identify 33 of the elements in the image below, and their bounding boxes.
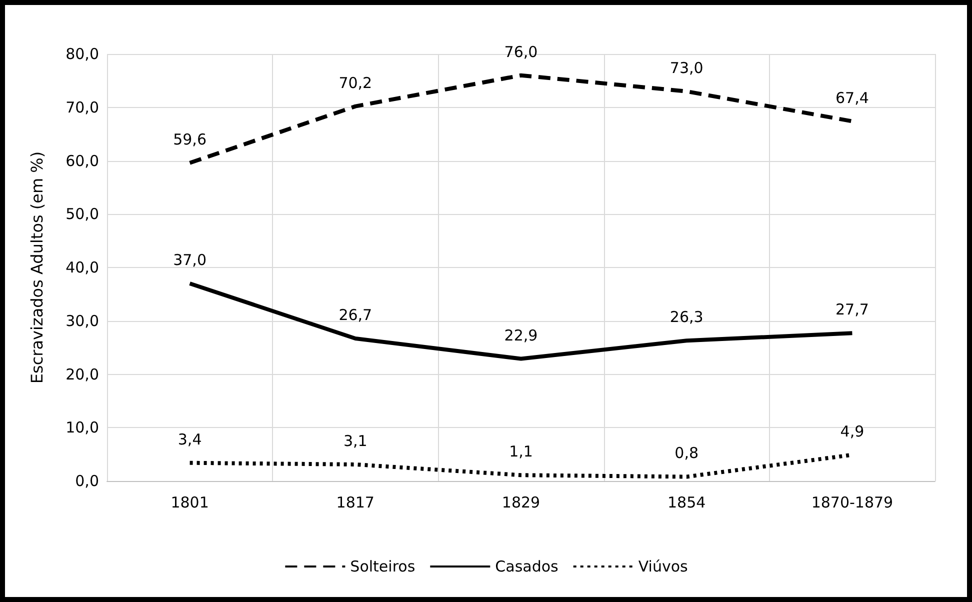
y-tick-label: 40,0: [66, 258, 99, 276]
y-tick-label: 60,0: [66, 152, 99, 170]
legend-label: Casados: [495, 558, 559, 576]
data-label: 26,3: [670, 308, 704, 326]
data-label: 37,0: [173, 251, 207, 270]
data-label: 0,8: [674, 444, 699, 462]
data-label: 67,4: [835, 88, 869, 107]
data-label: 26,7: [338, 306, 372, 324]
data-label: 70,2: [338, 74, 372, 92]
x-tick-label: 1870-1879: [811, 494, 894, 512]
legend-label: Solteiros: [350, 558, 416, 576]
legend-label: Viúvos: [638, 558, 688, 576]
data-label: 4,9: [840, 422, 864, 440]
data-label: 3,4: [178, 430, 202, 448]
x-tick-label: 1817: [336, 494, 374, 512]
data-label: 27,7: [835, 300, 869, 319]
y-tick-label: 30,0: [66, 312, 99, 330]
y-tick-label: 20,0: [66, 365, 99, 384]
data-label: 3,1: [343, 432, 368, 450]
y-tick-label: 50,0: [66, 205, 99, 224]
data-label: 1,1: [509, 442, 533, 461]
x-tick-label: 1854: [668, 494, 706, 512]
y-tick-label: 70,0: [66, 98, 99, 116]
data-label: 22,9: [504, 326, 538, 344]
data-label: 76,0: [504, 42, 538, 61]
y-tick-label: 0,0: [75, 472, 99, 490]
y-tick-label: 10,0: [66, 418, 99, 437]
x-tick-label: 1829: [502, 494, 540, 512]
y-axis-title: Escravizados Adultos (em %): [28, 151, 46, 384]
x-tick-label: 1801: [170, 494, 209, 512]
y-tick-label: 80,0: [66, 45, 99, 63]
data-label: 59,6: [173, 130, 207, 148]
data-label: 73,0: [670, 58, 704, 77]
